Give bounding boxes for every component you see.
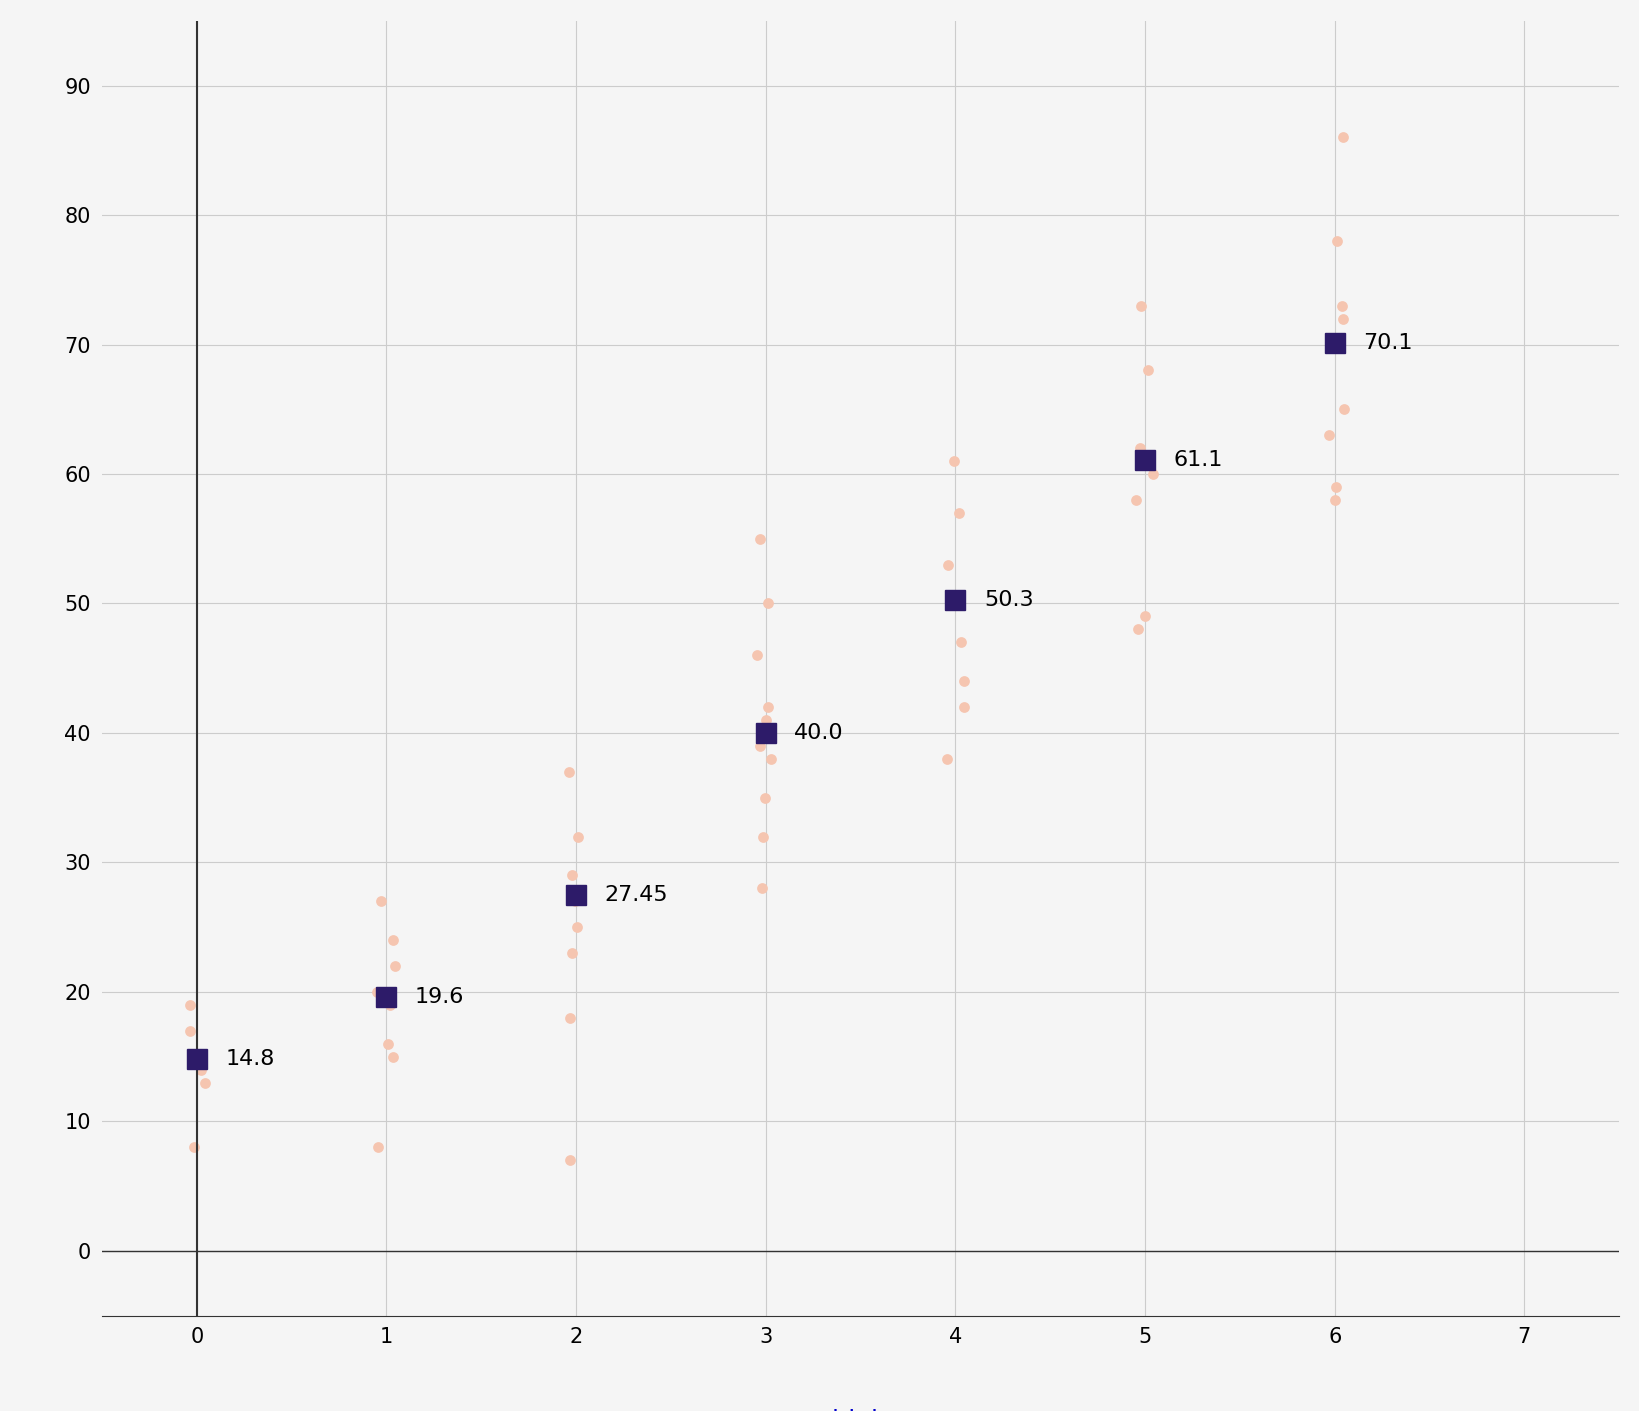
Text: 14.8: 14.8 bbox=[225, 1050, 274, 1070]
Point bbox=[746, 735, 772, 758]
Point bbox=[1328, 295, 1354, 317]
Text: 40.0: 40.0 bbox=[793, 722, 844, 744]
Point bbox=[947, 631, 974, 653]
Point bbox=[757, 748, 783, 770]
Point bbox=[565, 825, 592, 848]
Point bbox=[367, 890, 393, 913]
Point bbox=[934, 553, 960, 576]
Text: 70.1: 70.1 bbox=[1362, 333, 1411, 353]
Point bbox=[556, 761, 582, 783]
Point bbox=[377, 993, 403, 1016]
Point bbox=[1321, 476, 1347, 498]
Text: 19.6: 19.6 bbox=[415, 988, 464, 1007]
Point bbox=[1124, 618, 1151, 641]
Point bbox=[1329, 126, 1355, 148]
Point bbox=[365, 1136, 392, 1158]
Point bbox=[182, 1136, 208, 1158]
Text: 27.45: 27.45 bbox=[605, 886, 667, 906]
Point bbox=[177, 993, 203, 1016]
Point bbox=[754, 593, 780, 615]
Point bbox=[749, 878, 775, 900]
Point bbox=[941, 450, 967, 473]
Point bbox=[557, 1006, 583, 1029]
Point bbox=[1323, 230, 1349, 253]
Point bbox=[559, 864, 585, 886]
Point bbox=[177, 1020, 203, 1043]
Point bbox=[375, 1033, 402, 1055]
Point bbox=[185, 1046, 211, 1068]
Point bbox=[192, 1071, 218, 1094]
Point bbox=[380, 1046, 406, 1068]
Point bbox=[938, 593, 964, 615]
Point bbox=[1126, 437, 1152, 460]
Point bbox=[746, 528, 772, 550]
Point bbox=[380, 928, 406, 951]
Point bbox=[1123, 488, 1149, 511]
Point bbox=[1329, 398, 1355, 420]
Point bbox=[1139, 463, 1165, 485]
Point bbox=[557, 1149, 583, 1171]
Point bbox=[1326, 333, 1352, 356]
Text: drinks: drinks bbox=[821, 1408, 898, 1411]
Point bbox=[749, 825, 775, 848]
Point bbox=[1321, 488, 1347, 511]
Point bbox=[751, 786, 777, 809]
Point bbox=[934, 748, 960, 770]
Point bbox=[754, 696, 780, 718]
Point bbox=[1134, 360, 1160, 382]
Point bbox=[752, 708, 779, 731]
Point bbox=[562, 890, 588, 913]
Text: 50.3: 50.3 bbox=[983, 590, 1033, 610]
Point bbox=[559, 941, 585, 964]
Point bbox=[188, 1058, 215, 1081]
Point bbox=[1131, 605, 1157, 628]
Point bbox=[382, 955, 408, 978]
Point bbox=[946, 501, 972, 523]
Point bbox=[744, 643, 770, 666]
Text: 61.1: 61.1 bbox=[1174, 450, 1223, 470]
Point bbox=[1314, 423, 1341, 446]
Point bbox=[564, 916, 590, 938]
Point bbox=[1329, 308, 1355, 330]
Point bbox=[951, 696, 977, 718]
Point bbox=[1128, 295, 1154, 317]
Point bbox=[951, 670, 977, 693]
Point bbox=[364, 981, 390, 1003]
